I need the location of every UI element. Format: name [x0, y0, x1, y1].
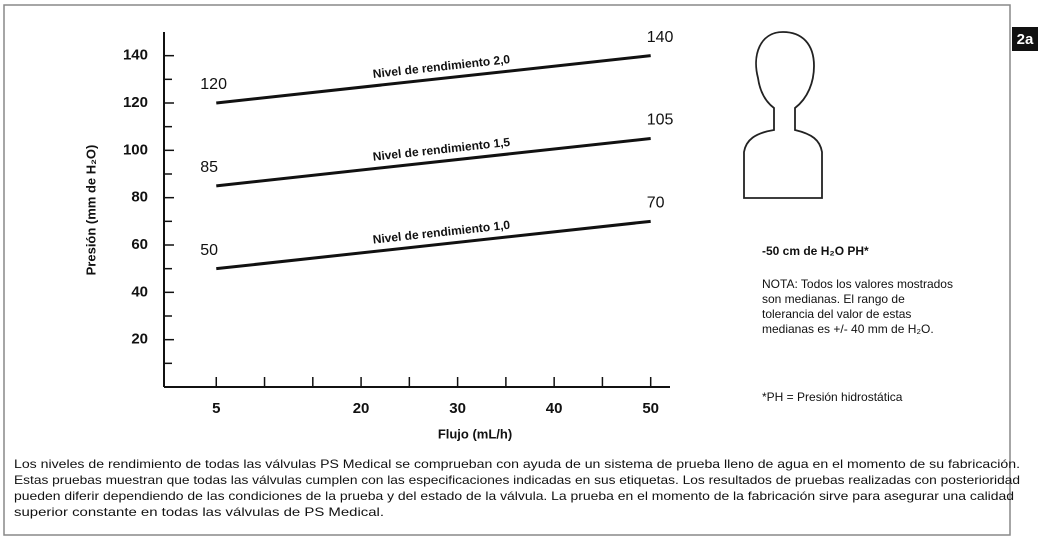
x-tick-label: 50 [642, 400, 659, 417]
pressure-note: -50 cm de H₂O PH* [762, 244, 869, 258]
page: 2a -50 cm de H₂O PH* NOTA: Todos los val… [0, 0, 1038, 541]
paragraph-line: Los niveles de rendimiento de todas las … [14, 457, 1020, 471]
y-tick-label: 100 [123, 141, 148, 158]
paragraph-line: superior constante en todas las válvulas… [14, 505, 384, 519]
x-tick-label: 5 [212, 400, 220, 417]
x-tick-label: 40 [546, 400, 563, 417]
x-tick-label: 30 [449, 400, 466, 417]
frame [4, 5, 1010, 535]
data-label: 70 [647, 195, 665, 212]
data-label: 50 [200, 242, 218, 259]
x-axis-title: Flujo (mL/h) [438, 426, 512, 441]
paragraph-line: pueden diferir dependiendo de las condic… [14, 489, 1014, 503]
data-label: 85 [200, 159, 218, 176]
y-tick-label: 80 [131, 189, 148, 206]
series-label: Nivel de rendimiento 2,0 [372, 52, 511, 81]
series-label: Nivel de rendimiento 1,0 [372, 218, 511, 247]
y-tick-label: 120 [123, 94, 148, 111]
nota-line: tolerancia del valor de estas [762, 307, 911, 321]
nota-line: son medianas. El rango de [762, 292, 905, 306]
paragraph-line: Estas pruebas muestran que todas las vál… [14, 473, 1020, 487]
y-tick-label: 40 [131, 283, 148, 300]
x-tick-label: 20 [353, 400, 370, 417]
y-tick-label: 140 [123, 47, 148, 64]
badge: 2a [1017, 31, 1034, 48]
data-label: 105 [647, 112, 674, 129]
data-label: 120 [200, 76, 227, 93]
y-axis-title: Presión (mm de H₂O) [83, 145, 98, 276]
nota-line: NOTA: Todos los valores mostrados [762, 277, 953, 291]
footnote: *PH = Presión hidrostática [762, 390, 903, 404]
series-label: Nivel de rendimiento 1,5 [372, 135, 511, 164]
y-tick-label: 60 [131, 236, 148, 253]
y-tick-label: 20 [131, 331, 148, 348]
data-label: 140 [647, 29, 674, 46]
head-silhouette [744, 32, 822, 198]
nota-line: medianas es +/- 40 mm de H₂O. [762, 322, 934, 336]
